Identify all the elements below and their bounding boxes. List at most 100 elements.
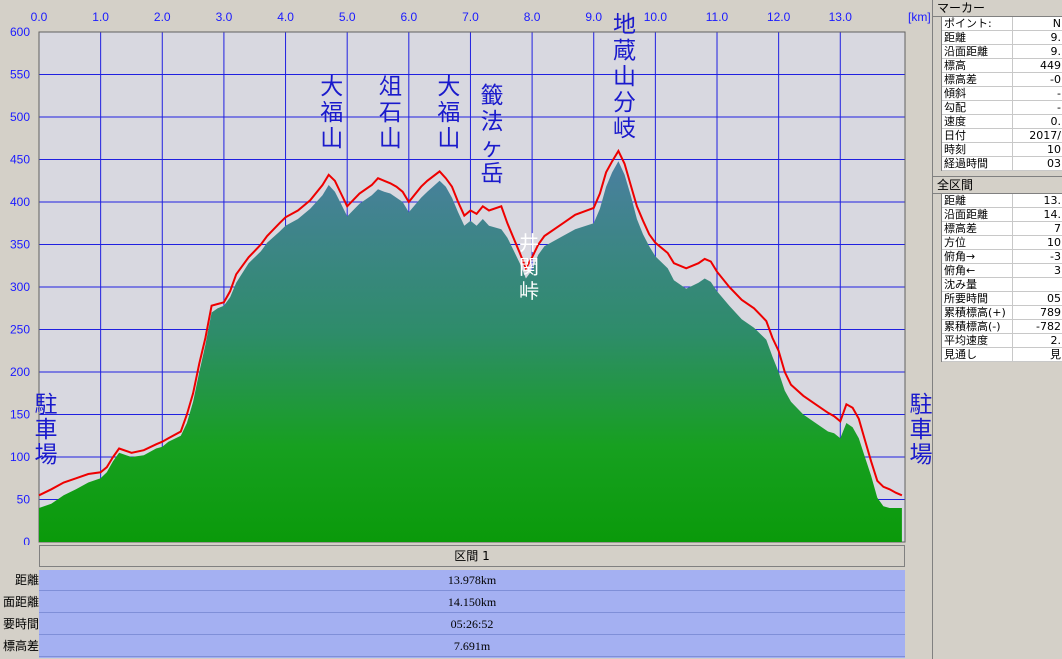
annotation-endpoint: 駐車場 [35, 392, 58, 468]
panel-value: 9. [1012, 31, 1062, 44]
x-unit-label: [km] [908, 10, 931, 24]
annotation-char: 蔵 [613, 38, 636, 64]
panel-value: 3 [1012, 264, 1062, 277]
annotation-peak: 俎石山 [379, 74, 402, 152]
annotation-char: 福 [437, 100, 460, 126]
annotation-char: 法 [481, 109, 504, 135]
section-header[interactable]: 区間 1 [39, 545, 905, 567]
panel-row: 距離 9. [942, 31, 1062, 45]
y-tick-label: 0 [23, 535, 30, 545]
y-tick-label: 250 [10, 323, 30, 337]
panel-value: -782 [1012, 320, 1062, 333]
section-summary-table: 13.978km 14.150km 05:26:52 7.691m [39, 570, 905, 658]
y-tick-label: 600 [10, 25, 30, 39]
panel-key: 距離 [944, 194, 966, 207]
panel-value: - [1012, 87, 1062, 100]
panel-row: 累積標高(-) -782 [942, 320, 1062, 334]
panel-value: - [1012, 101, 1062, 114]
annotation-char: 俎 [379, 74, 402, 100]
y-tick-label: 550 [10, 68, 30, 82]
y-tick-label: 450 [10, 153, 30, 167]
panel-key: 累積標高(-) [944, 320, 1001, 333]
panel-row: 標高差 -0 [942, 73, 1062, 87]
info-side-panel: マーカー ポイント: N 距離 9. 沿面距離 9. 標高 449 標高差 -0 傾斜 - 勾配 - 速度 0… [932, 0, 1062, 659]
section-row-label: 標高差 [2, 639, 39, 653]
x-tick-label: 2.0 [154, 10, 171, 24]
annotation-char: 山 [613, 64, 636, 90]
panel-value: 13. [1012, 194, 1062, 207]
y-tick-label: 100 [10, 450, 30, 464]
y-tick-label: 200 [10, 365, 30, 379]
panel-row: 勾配 - [942, 101, 1062, 115]
panel-row: 沈み量 [942, 278, 1062, 292]
panel-row: 俯角← 3 [942, 264, 1062, 278]
x-tick-label: 8.0 [524, 10, 541, 24]
total-info-table: 距離 13. 沿面距離 14. 標高差 7 方位 10 俯角→ -3 俯角← 3 沈み量 所要時間 05 累積… [941, 194, 1062, 362]
panel-row: 俯角→ -3 [942, 250, 1062, 264]
x-tick-label: 5.0 [339, 10, 356, 24]
route-elevation-line [38, 148, 903, 497]
panel-key: 標高差 [944, 73, 977, 86]
annotation-char: 分 [613, 90, 636, 116]
panel-row: 沿面距離 14. [942, 208, 1062, 222]
annotation-peak: 大福山 [320, 74, 343, 152]
annotation-char: 大 [437, 74, 460, 100]
panel-key: 累積標高(+) [944, 306, 1006, 319]
marker-panel-title: マーカー [933, 0, 1062, 17]
elevation-chart: 0.0 1.0 2.0 3.0 4.0 5.0 6.0 7.0 8.0 9.0 10.0 11.0 12… [10, 10, 933, 545]
panel-row: 日付 2017/ [942, 129, 1062, 143]
x-tick-label: 3.0 [216, 10, 233, 24]
annotation-char: 大 [320, 74, 343, 100]
annotation-char: 駐 [35, 392, 58, 418]
panel-row: 速度 0. [942, 115, 1062, 129]
panel-key: 傾斜 [944, 87, 966, 100]
panel-value: 2017/ [1012, 129, 1062, 142]
panel-row: 経過時間 03 [942, 157, 1062, 171]
panel-row: 標高差 7 [942, 222, 1062, 236]
annotation-char: 車 [910, 417, 933, 443]
panel-row: 距離 13. [942, 194, 1062, 208]
panel-row: 平均速度 2. [942, 334, 1062, 348]
panel-value: -3 [1012, 250, 1062, 263]
panel-row: 所要時間 05 [942, 292, 1062, 306]
panel-key: 経過時間 [944, 157, 988, 170]
annotation-char: 車 [35, 417, 58, 443]
x-tick-label: 4.0 [277, 10, 294, 24]
panel-row: ポイント: N [942, 17, 1062, 31]
annotation-pass: 井関峠 [519, 231, 539, 303]
panel-key: 標高 [944, 59, 966, 72]
annotation-peak: 大福山 [437, 74, 460, 152]
panel-key: 見通し [944, 348, 977, 361]
x-tick-label: 9.0 [585, 10, 602, 24]
panel-value: 9. [1012, 45, 1062, 58]
y-tick-label: 500 [10, 110, 30, 124]
annotation-char: ヶ [481, 135, 504, 161]
panel-row: 方位 10 [942, 236, 1062, 250]
x-tick-label: 12.0 [767, 10, 791, 24]
panel-value: 789 [1012, 306, 1062, 319]
panel-key: 標高差 [944, 222, 977, 235]
panel-key: 沿面距離 [944, 45, 988, 58]
annotation-endpoint: 駐車場 [910, 392, 933, 468]
panel-value: 449 [1012, 59, 1062, 72]
annotation-char: 関 [519, 255, 539, 279]
y-tick-label: 350 [10, 238, 30, 252]
panel-value: 見 [1012, 348, 1062, 361]
panel-key: 沈み量 [944, 278, 977, 291]
annotation-char: 山 [437, 126, 460, 152]
panel-key: 沿面距離 [944, 208, 988, 221]
section-row-value: 05:26:52 [39, 614, 905, 635]
panel-value: 05 [1012, 292, 1062, 305]
panel-key: 速度 [944, 115, 966, 128]
annotation-char: 岳 [481, 161, 504, 187]
marker-info-table: ポイント: N 距離 9. 沿面距離 9. 標高 449 標高差 -0 傾斜 - 勾配 - 速度 0. 日付 20… [941, 17, 1062, 171]
panel-key: 所要時間 [944, 292, 988, 305]
panel-key: 平均速度 [944, 334, 988, 347]
panel-key: 俯角← [944, 264, 976, 277]
y-tick-label: 400 [10, 195, 30, 209]
x-tick-label: 7.0 [462, 10, 479, 24]
panel-row: 傾斜 - [942, 87, 1062, 101]
